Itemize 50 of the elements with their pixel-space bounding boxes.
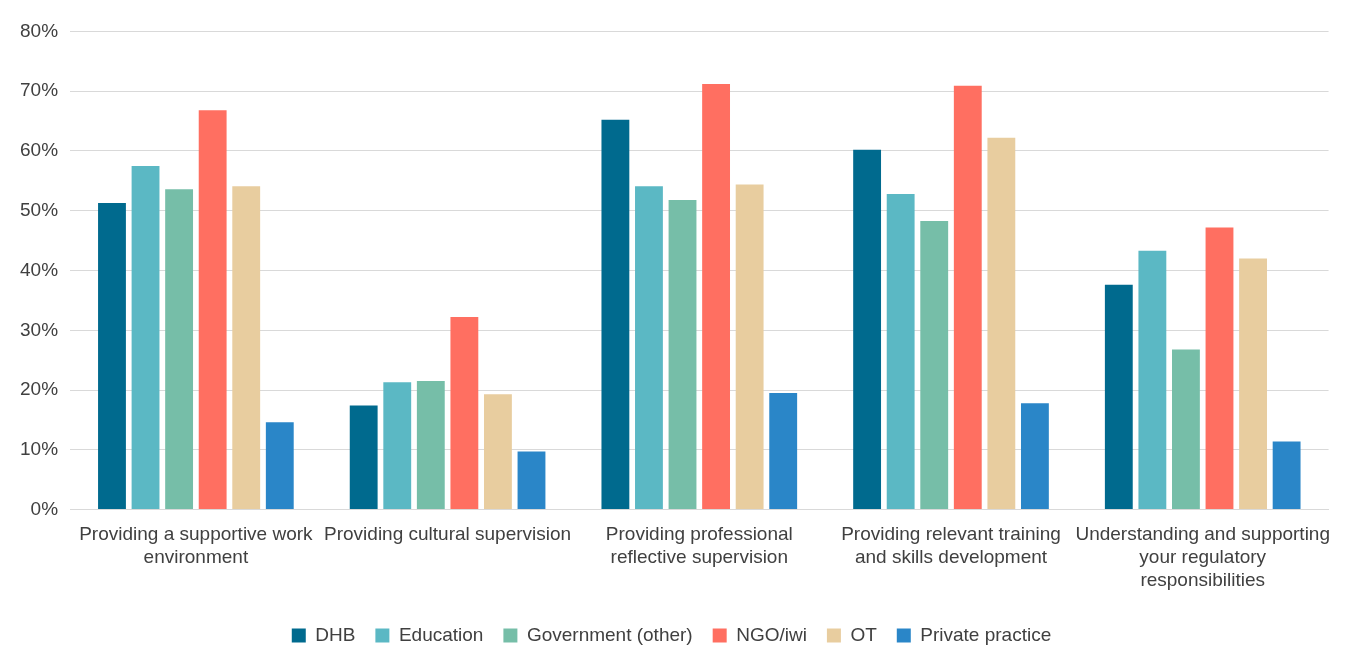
- x-tick-label: Providing professional reflective supervision: [605, 523, 793, 568]
- bar: [1138, 250, 1167, 510]
- bar: [987, 137, 1016, 510]
- bar: [484, 394, 512, 510]
- bar: [1272, 441, 1301, 510]
- x-tick-label: Understanding and supporting your regulatory responsibilities: [1075, 523, 1330, 590]
- x-tick-label: Providing a supportive work environment: [79, 523, 314, 568]
- bar: [131, 165, 160, 510]
- y-tick-label: 70%: [20, 79, 59, 101]
- legend-label: Education: [398, 623, 484, 645]
- bar: [416, 381, 445, 510]
- bar: [886, 193, 915, 510]
- bar: [601, 119, 630, 510]
- bar: [853, 149, 882, 510]
- y-tick-label: 20%: [20, 378, 59, 400]
- bar: [1239, 258, 1267, 510]
- bar: [735, 184, 764, 510]
- y-tick-label: 30%: [20, 318, 59, 340]
- legend-label: Government (other): [526, 623, 693, 645]
- y-tick-label: 0%: [30, 497, 59, 519]
- bar: [635, 186, 663, 510]
- y-tick-label: 10%: [20, 438, 59, 460]
- bar: [1104, 284, 1133, 510]
- bar: [383, 382, 412, 510]
- bar: [517, 451, 546, 510]
- x-tick-label: Providing relevant training and skills development: [841, 523, 1061, 568]
- bar: [953, 85, 982, 510]
- bar: [165, 189, 194, 510]
- bar: [265, 422, 294, 510]
- bar: [98, 202, 126, 510]
- bar: [668, 199, 697, 510]
- bar: [920, 220, 949, 510]
- bar: [232, 186, 261, 510]
- bar: [1020, 403, 1049, 510]
- legend-label: DHB: [315, 623, 356, 645]
- y-tick-label: 80%: [20, 19, 59, 41]
- bar: [349, 405, 378, 510]
- bar: [1172, 349, 1200, 510]
- x-tick-label: Providing cultural supervision: [324, 523, 572, 545]
- legend-label: Private practice: [920, 623, 1052, 645]
- bar: [702, 84, 731, 510]
- legend-label: NGO/iwi: [736, 623, 807, 645]
- y-tick-label: 60%: [20, 139, 59, 161]
- y-tick-label: 50%: [20, 198, 59, 220]
- bar: [1205, 227, 1234, 510]
- bar: [450, 317, 479, 510]
- bar: [198, 110, 227, 510]
- legend-label: OT: [850, 623, 878, 645]
- bar: [769, 393, 798, 510]
- y-tick-label: 40%: [20, 258, 59, 280]
